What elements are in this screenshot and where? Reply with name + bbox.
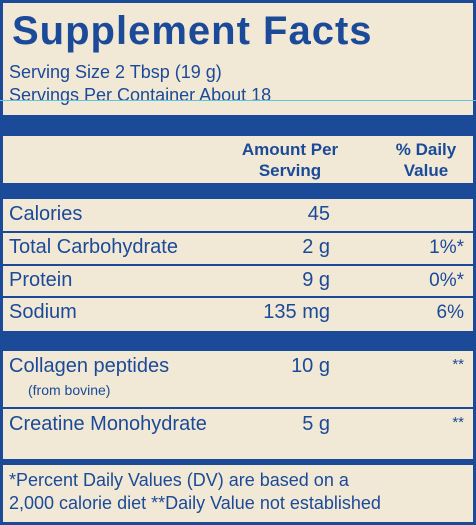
- row-rule: [3, 296, 473, 298]
- nutrient-amount: 10 g: [291, 355, 330, 377]
- row-rule: [3, 407, 473, 409]
- nutrient-row-calories: Calories 45: [0, 200, 476, 232]
- serving-size: Serving Size 2 Tbsp (19 g): [9, 62, 222, 82]
- nutrient-dv: 1%*: [429, 237, 464, 258]
- accent-hairline: [0, 100, 476, 101]
- footnote-line-1: *Percent Daily Values (DV) are based on …: [9, 470, 349, 490]
- dv-header-line2: Value: [403, 161, 449, 180]
- nutrient-amount: 9 g: [302, 269, 330, 291]
- nutrient-sublabel: (from bovine): [28, 382, 111, 398]
- panel-title: Supplement Facts: [12, 9, 373, 53]
- nutrient-amount: 5 g: [302, 413, 330, 435]
- row-rule: [3, 231, 473, 233]
- nutrient-row-protein: Protein 9 g 0%*: [0, 266, 476, 298]
- daily-value-header: % Daily Value: [378, 139, 474, 181]
- nutrient-dv: **: [452, 414, 464, 431]
- nutrient-amount: 45: [307, 203, 330, 225]
- nutrient-amount: 135 mg: [263, 301, 330, 323]
- nutrient-row-sodium: Sodium 135 mg 6%: [0, 298, 476, 330]
- nutrient-row-creatine-monohydrate: Creatine Monohydrate 5 g **: [0, 410, 476, 442]
- bottom-divider-bar: [3, 459, 473, 465]
- amount-header-line1: Amount Per: [241, 140, 339, 159]
- middle-divider-bar: [3, 331, 473, 351]
- row-rule: [3, 264, 473, 266]
- nutrient-label: Sodium: [9, 301, 77, 323]
- nutrient-label: Total Carbohydrate: [9, 236, 178, 258]
- top-divider-bar: [3, 115, 473, 136]
- nutrient-amount: 2 g: [302, 236, 330, 258]
- nutrient-label: Creatine Monohydrate: [9, 413, 207, 435]
- amount-per-serving-header: Amount Per Serving: [216, 139, 364, 181]
- header-divider-bar: [3, 183, 473, 199]
- nutrient-row-collagen-peptides: Collagen peptides (from bovine) 10 g **: [0, 352, 476, 406]
- footnote-line-2: 2,000 calorie diet **Daily Value not est…: [9, 493, 381, 513]
- nutrient-label: Protein: [9, 269, 73, 291]
- nutrient-dv: 6%: [436, 302, 464, 323]
- servings-per-container: Servings Per Container About 18: [9, 85, 272, 105]
- nutrient-dv: 0%*: [429, 270, 464, 291]
- dv-header-line1: % Daily: [395, 140, 457, 159]
- nutrient-dv: **: [452, 356, 464, 373]
- amount-header-line2: Serving: [258, 161, 322, 180]
- nutrient-label: Collagen peptides: [9, 355, 170, 377]
- nutrient-row-total-carbohydrate: Total Carbohydrate 2 g 1%*: [0, 233, 476, 265]
- nutrient-label: Calories: [9, 203, 83, 225]
